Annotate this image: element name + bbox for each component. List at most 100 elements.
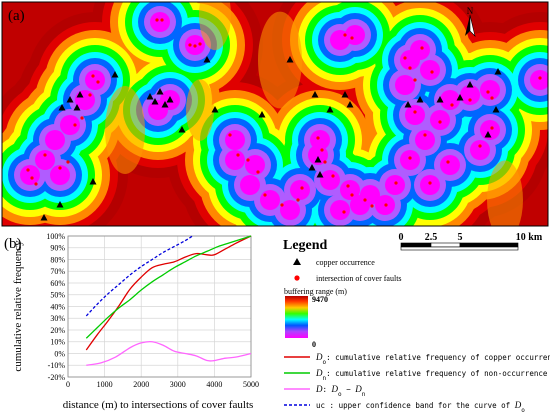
legend-fault-intersection: intersection of cover faults — [316, 274, 402, 283]
fault-dot — [263, 193, 267, 197]
fault-dot — [26, 168, 30, 172]
x-axis-label: distance (m) to intersections of cover f… — [63, 399, 254, 411]
fault-dot — [193, 44, 197, 48]
y-tick-label: 20% — [50, 326, 65, 335]
fault-dot — [343, 33, 347, 37]
copper-occurrence-icon — [161, 101, 169, 108]
fault-dot — [160, 18, 164, 22]
series-line-Dn — [85, 235, 252, 339]
legend-dn-label: Dn: cumulative relative frequency of non… — [315, 368, 548, 382]
copper-occurrence-icon — [56, 201, 64, 208]
legend-title: Legend — [283, 238, 328, 253]
copper-occurrence-icon — [326, 106, 334, 113]
fault-dot — [384, 203, 388, 207]
legend-d-label: D: Do − Dn — [315, 384, 366, 398]
fault-dot — [236, 153, 240, 157]
legend-copper-occurrence: copper occurrence — [316, 258, 375, 267]
fault-dot — [246, 158, 250, 162]
buffer-max-label: 9470 — [312, 295, 328, 304]
y-tick-label: 90% — [50, 244, 65, 253]
map-frame — [1, 1, 549, 227]
copper-occurrences — [40, 56, 502, 221]
buffer-color-ramp — [285, 296, 308, 338]
fault-dot — [490, 126, 494, 130]
y-tick-label: 80% — [50, 255, 65, 264]
fault-dot — [350, 193, 354, 197]
copper-occurrence-icon — [151, 98, 159, 105]
north-arrow-icon — [465, 15, 470, 36]
fault-dot — [320, 148, 324, 152]
panel-b-label: (b) — [4, 236, 22, 252]
triangle-legend-icon — [293, 258, 301, 265]
fault-dot — [490, 96, 494, 100]
fault-dot — [43, 153, 47, 157]
fault-dot — [342, 210, 346, 214]
fault-dot — [350, 36, 354, 40]
series-line-D — [86, 340, 252, 366]
fault-dot — [423, 133, 427, 137]
fault-dot — [450, 103, 454, 107]
chart-series — [85, 235, 252, 366]
copper-occurrence-icon — [311, 91, 319, 98]
fault-dot — [478, 144, 482, 148]
scale-label-10km: 10 km — [516, 232, 543, 243]
north-arrow-half-icon — [469, 14, 476, 37]
fault-dot — [30, 176, 34, 180]
fault-dot — [403, 56, 407, 60]
scale-label-5: 5 — [458, 232, 463, 243]
series-line-uc — [85, 235, 193, 317]
x-tick-label: 0 — [66, 380, 70, 389]
y-axis-label: cumulative relative frequency — [12, 240, 24, 372]
copper-occurrence-icon — [203, 56, 211, 63]
north-arrow: N — [465, 6, 476, 37]
fault-dot — [413, 78, 417, 82]
copper-occurrence-icon — [66, 96, 74, 103]
fault-dot — [408, 156, 412, 160]
copper-occurrence-icon — [346, 101, 354, 108]
copper-occurrence-icon — [404, 101, 412, 108]
fault-dot — [88, 93, 92, 97]
fault-dot — [420, 46, 424, 50]
fault-dot — [316, 136, 320, 140]
copper-occurrence-icon — [111, 71, 119, 78]
fault-dot — [486, 90, 490, 94]
copper-occurrence-icon — [146, 93, 154, 100]
copper-occurrence-icon — [258, 111, 266, 118]
fault-dot — [430, 70, 434, 74]
fault-dot — [188, 43, 192, 47]
legend-uc-label: uc : upper confidence band for the curve… — [316, 400, 525, 414]
copper-occurrence-icon — [40, 214, 48, 221]
y-tick-label: 100% — [46, 232, 65, 241]
fault-dot — [446, 160, 450, 164]
fault-dot — [198, 42, 202, 46]
y-tick-labels: -20% -10% 0% 10% 20% 30% 40% 50% 60% 70% 80% 90% 100… — [46, 232, 65, 382]
copper-occurrence-icon — [308, 164, 316, 171]
y-tick-label: -20% — [48, 373, 66, 382]
copper-occurrence-icon — [166, 96, 174, 103]
buffer-ridges — [105, 2, 523, 226]
x-tick-label: 4000 — [206, 380, 222, 389]
copper-occurrence-icon — [178, 126, 186, 133]
fault-dot — [438, 120, 442, 124]
copper-occurrence-icon — [58, 104, 66, 111]
fault-dot — [66, 160, 70, 164]
y-tick-label: 70% — [50, 267, 65, 276]
copper-occurrence-icon — [466, 81, 474, 88]
fault-dot — [73, 123, 77, 127]
fault-dot — [363, 198, 367, 202]
fault-dot — [280, 203, 284, 207]
fault-dot — [370, 204, 374, 208]
y-tick-label: 10% — [50, 338, 65, 347]
y-tick-label: 0% — [54, 349, 65, 358]
scale-bar: 0 2.5 5 10 km — [399, 232, 543, 251]
fault-dot — [346, 184, 350, 188]
buffer-min-label: 0 — [312, 340, 316, 349]
fault-dot — [394, 181, 398, 185]
fault-dot — [331, 174, 335, 178]
legend-buffer-title: buffering range (m) — [284, 287, 347, 296]
legend-do-label: Do: cumulative relative frequency of cop… — [315, 352, 550, 366]
copper-occurrence-icon — [286, 56, 294, 63]
y-tick-label: -10% — [48, 361, 66, 370]
scale-seg-1 — [400, 242, 432, 248]
x-tick-label: 2000 — [133, 380, 149, 389]
